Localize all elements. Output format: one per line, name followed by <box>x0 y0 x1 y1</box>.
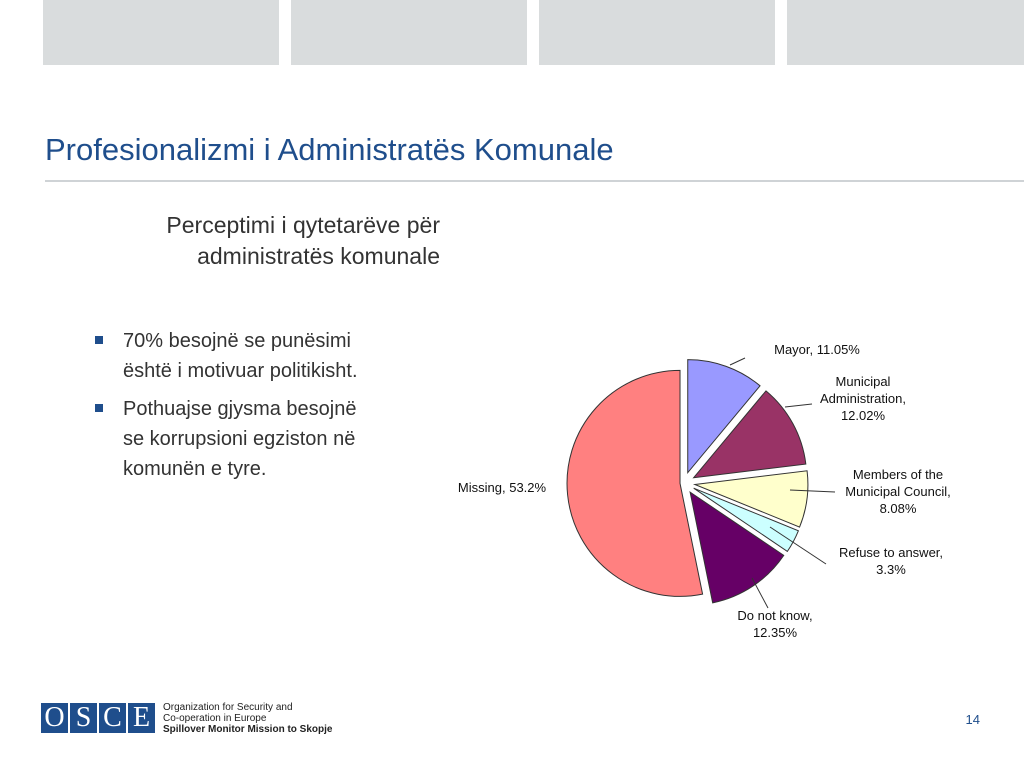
slice-label-line: Members of the <box>853 467 943 482</box>
bullet-line: Pothuajse gjysma besojnë <box>123 398 357 420</box>
pie-slice <box>693 487 800 553</box>
slice-data-label: Municipal Administration, 12.02% <box>820 374 906 423</box>
slice-label-line: 3.3% <box>876 562 906 577</box>
slice-label-line: Municipal Council, <box>845 484 951 499</box>
pie-slice <box>689 491 785 604</box>
logo-letter: C <box>99 703 126 733</box>
mission-name: Spillover Monitor Mission to Skopje <box>163 723 333 735</box>
osce-logo-letters: O S C E <box>41 703 157 733</box>
org-line: Co-operation in Europe <box>163 712 267 724</box>
bullet-text: Pothuajse gjysma besojnë se korrupsioni … <box>123 394 435 484</box>
bullet-line: është i motivuar politikisht. <box>123 360 358 382</box>
pie-slice <box>692 470 809 528</box>
label-leader-line <box>784 403 813 408</box>
header-tab-2 <box>291 0 527 65</box>
bullet-text: 70% besojnë se punësimi është i motivuar… <box>123 326 435 386</box>
bullet-line: 70% besojnë se punësimi <box>123 330 351 352</box>
bullet-list: 70% besojnë se punësimi është i motivuar… <box>95 326 435 492</box>
logo-letter: S <box>70 703 97 733</box>
bullet-item: Pothuajse gjysma besojnë se korrupsioni … <box>95 394 435 484</box>
header-tab-4 <box>787 0 1024 65</box>
slice-label-line: Mayor, 11.05% <box>774 342 860 357</box>
slice-label-line: 12.35% <box>753 625 798 640</box>
label-leader-line <box>789 489 836 493</box>
subheading-line: Perceptimi i qytetarëve për <box>166 212 440 238</box>
slice-label-line: Do not know, <box>737 608 812 623</box>
slice-label-line: 8.08% <box>880 501 917 516</box>
slide-title: Profesionalizmi i Administratës Komunale <box>45 132 614 167</box>
pie-slice <box>566 369 704 597</box>
header-tab-3 <box>539 0 775 65</box>
bullet-square-icon <box>95 336 103 344</box>
title-divider <box>45 180 1024 182</box>
bullet-line: komunën e tyre. <box>123 458 267 480</box>
pie-slice <box>687 359 761 475</box>
label-leader-line <box>769 526 827 565</box>
subheading: Perceptimi i qytetarëve për administratë… <box>90 210 440 272</box>
slice-data-label: Do not know, 12.35% <box>737 608 812 640</box>
slice-label-line: 12.02% <box>841 408 886 423</box>
subheading-line: administratës komunale <box>197 243 440 269</box>
logo-letter: E <box>128 703 155 733</box>
slice-data-label: Missing, 53.2% <box>458 480 547 495</box>
bullet-item: 70% besojnë se punësimi është i motivuar… <box>95 326 435 386</box>
pie-slice <box>692 390 807 479</box>
slice-label-line: Refuse to answer, <box>839 545 943 560</box>
org-line: Organization for Security and <box>163 701 293 713</box>
label-leader-line <box>729 357 746 366</box>
page-number: 14 <box>965 712 980 727</box>
slice-label-line: Municipal <box>836 374 891 389</box>
label-leader-line <box>751 577 769 609</box>
slice-data-label: Members of the Municipal Council, 8.08% <box>845 467 951 516</box>
slice-data-label: Mayor, 11.05% <box>774 342 860 357</box>
bullet-square-icon <box>95 404 103 412</box>
organization-name: Organization for Security and Co-operati… <box>163 702 332 735</box>
slice-data-label: Refuse to answer, 3.3% <box>839 545 943 577</box>
bullet-line: se korrupsioni egziston në <box>123 428 356 450</box>
slice-label-line: Administration, <box>820 391 906 406</box>
osce-logo: O S C E Organization for Security and Co… <box>41 702 332 735</box>
slice-label-line: Missing, 53.2% <box>458 480 547 495</box>
header-tab-1 <box>43 0 279 65</box>
logo-letter: O <box>41 703 68 733</box>
